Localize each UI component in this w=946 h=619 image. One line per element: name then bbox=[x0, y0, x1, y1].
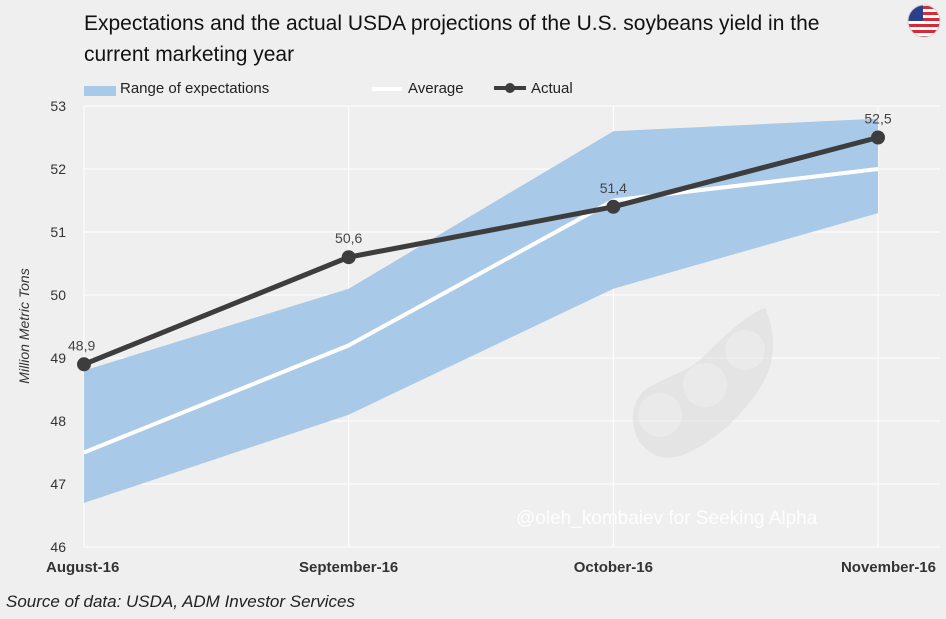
legend-label-average: Average bbox=[408, 80, 464, 97]
x-ticks: August-16 September-16 October-16 November-… bbox=[46, 559, 936, 576]
y-tick-label: 47 bbox=[50, 476, 66, 492]
actual-labels: 48,9 50,6 51,4 52,5 bbox=[68, 111, 892, 354]
y-tick-label: 52 bbox=[50, 161, 66, 177]
us-flag-icon bbox=[907, 4, 941, 38]
y-tick-label: 50 bbox=[50, 287, 66, 303]
y-tick-label: 48 bbox=[50, 413, 66, 429]
legend-label-actual: Actual bbox=[531, 80, 573, 97]
average-line bbox=[83, 167, 879, 455]
x-tick-label: November-16 bbox=[841, 559, 936, 576]
actual-point bbox=[606, 199, 621, 214]
source-note: Source of data: USDA, ADM Investor Servi… bbox=[6, 592, 355, 611]
y-ticks: 46 47 48 49 50 51 52 53 bbox=[50, 98, 66, 555]
actual-point bbox=[871, 130, 885, 145]
actual-data-label: 48,9 bbox=[68, 337, 95, 353]
legend: Range of expectations Average Actual bbox=[84, 80, 573, 97]
y-tick-label: 53 bbox=[50, 98, 66, 114]
actual-point bbox=[77, 357, 91, 372]
y-axis-title: Million Metric Tons bbox=[16, 268, 32, 383]
soybean-watermark-icon bbox=[632, 308, 774, 458]
chart-title: Expectations and the actual USDA project… bbox=[84, 12, 820, 66]
actual-data-label: 50,6 bbox=[335, 230, 362, 246]
legend-swatch-range bbox=[84, 86, 116, 96]
x-tick-label: September-16 bbox=[299, 559, 398, 576]
actual-data-label: 51,4 bbox=[600, 180, 627, 196]
y-tick-label: 51 bbox=[50, 224, 66, 240]
x-tick-label: August-16 bbox=[46, 559, 119, 576]
watermark-text: @oleh_kombaiev for Seeking Alpha bbox=[516, 508, 818, 529]
y-tick-label: 46 bbox=[50, 539, 66, 555]
y-tick-label: 49 bbox=[50, 350, 66, 366]
x-tick-label: October-16 bbox=[574, 559, 653, 576]
actual-point bbox=[341, 250, 356, 265]
actual-line bbox=[83, 135, 879, 367]
actual-points bbox=[77, 130, 885, 372]
legend-marker-actual bbox=[505, 83, 515, 93]
range-of-expectations-area bbox=[84, 118, 878, 503]
actual-data-label: 52,5 bbox=[864, 111, 891, 127]
legend-label-range: Range of expectations bbox=[120, 80, 269, 97]
